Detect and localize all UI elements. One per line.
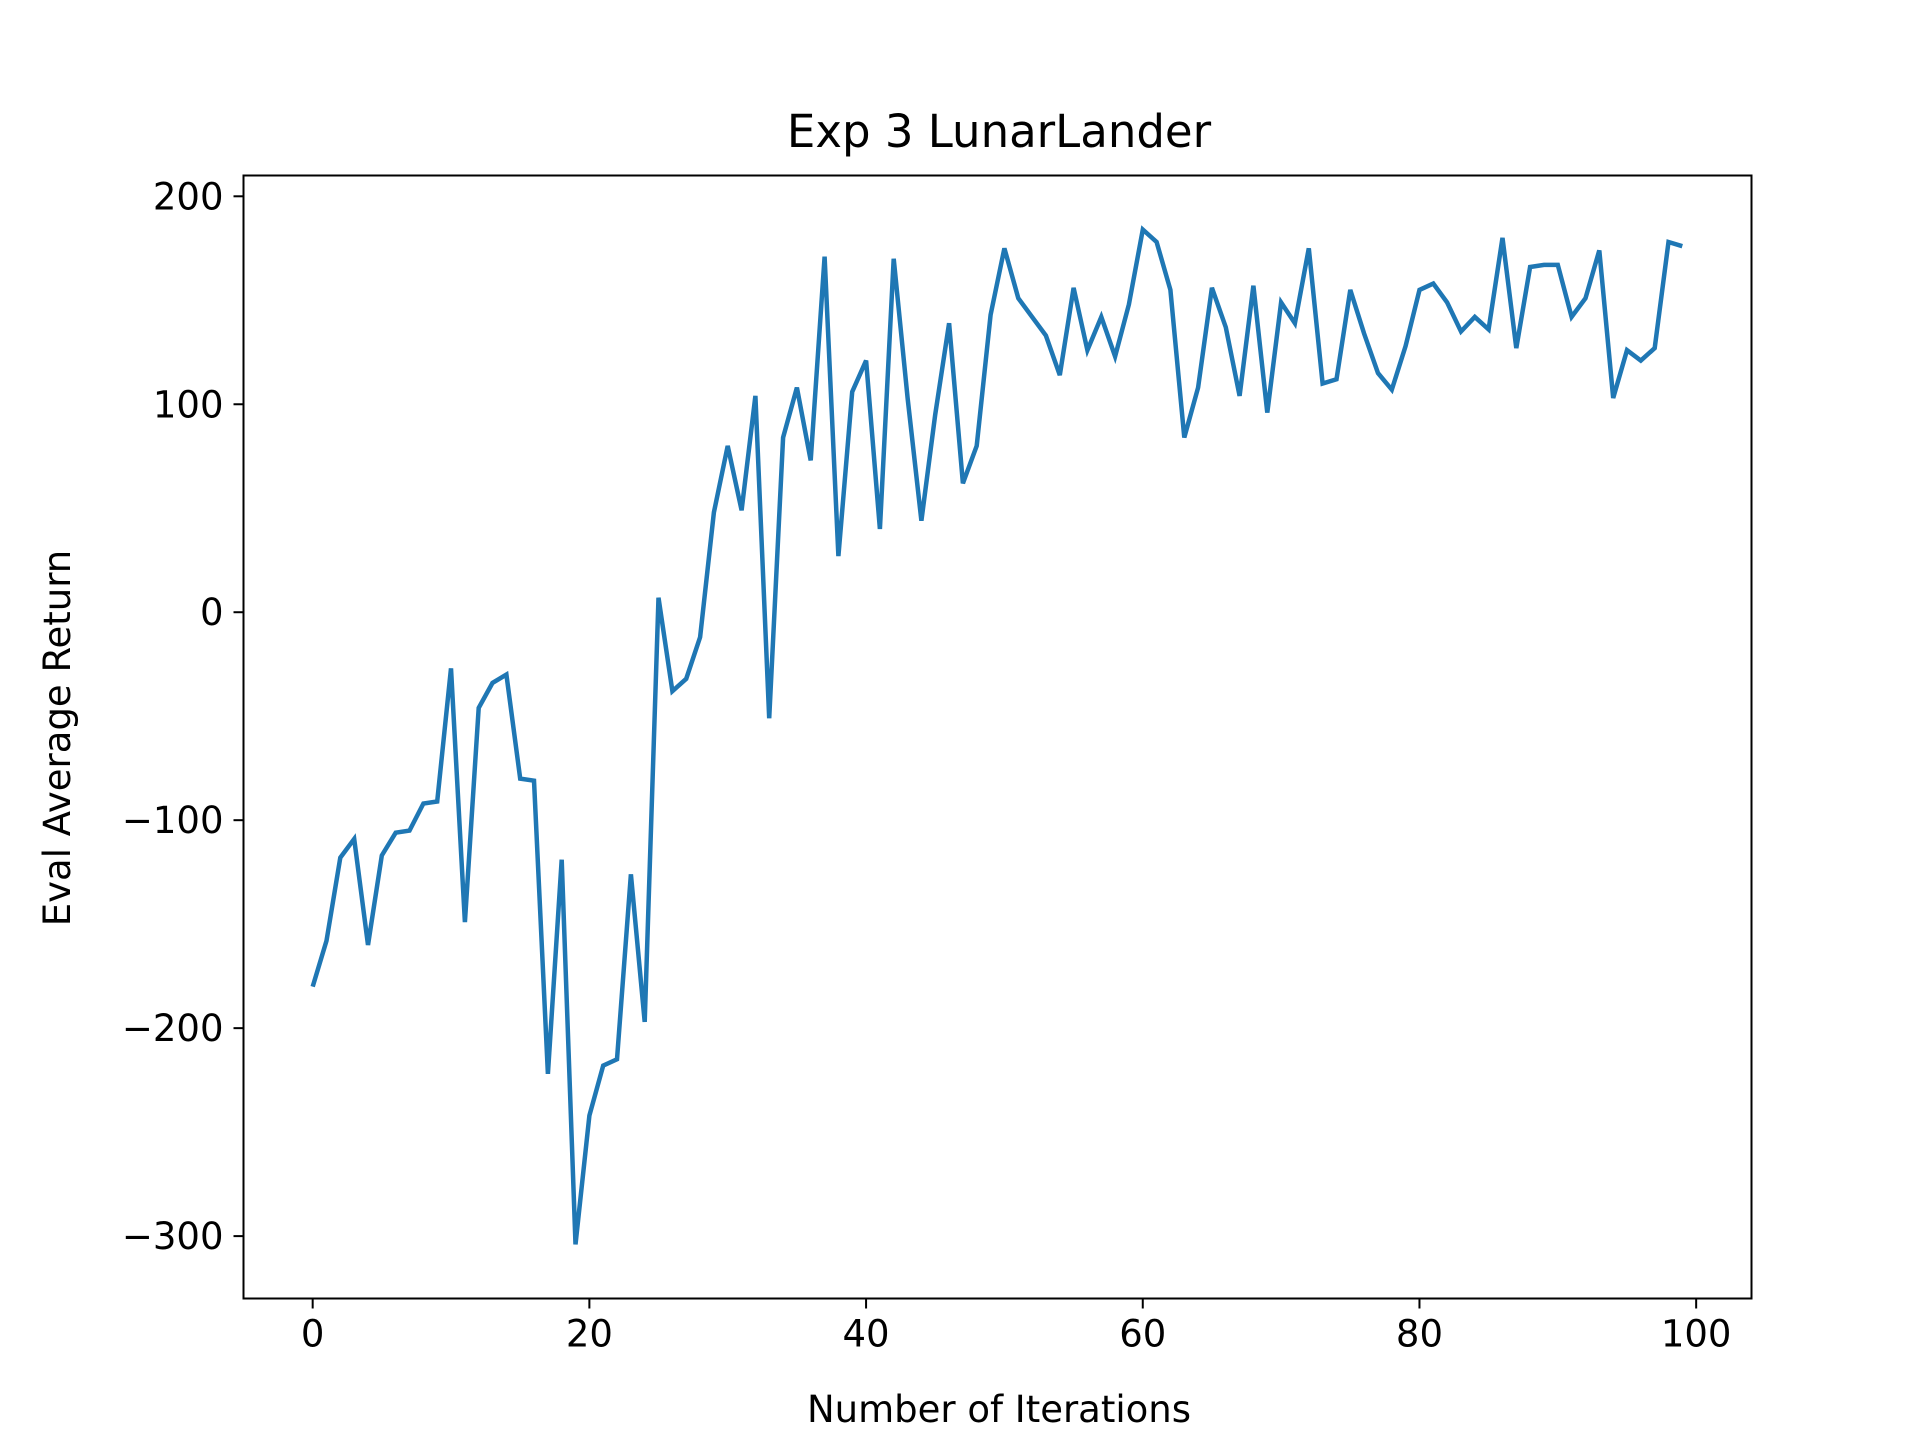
- x-tick-label: 40: [843, 1313, 890, 1356]
- series-layer: [310, 225, 1683, 1245]
- x-tick-label: 100: [1661, 1313, 1732, 1356]
- y-axis-label: Eval Average Return: [36, 550, 79, 926]
- y-tick-label: 200: [153, 175, 224, 218]
- x-tick-label: 80: [1396, 1313, 1443, 1356]
- x-tick-label: 0: [301, 1313, 325, 1356]
- y-tick-label: −100: [122, 799, 224, 842]
- x-tick-label: 60: [1119, 1313, 1166, 1356]
- y-tick-label: −300: [122, 1215, 224, 1258]
- chart-title: Exp 3 LunarLander: [787, 105, 1212, 158]
- axis-ticks: 0 20 40 60 80 100 −300 −200 −100 0 100 200: [122, 175, 1732, 1355]
- y-tick-label: 100: [153, 383, 224, 426]
- x-tick-label: 20: [566, 1313, 613, 1356]
- x-axis-label: Number of Iterations: [807, 1388, 1191, 1431]
- y-tick-label: 0: [200, 591, 224, 634]
- series-line: [310, 225, 1683, 1245]
- y-tick-label: −200: [122, 1007, 224, 1050]
- plot-frame: [242, 174, 1753, 1300]
